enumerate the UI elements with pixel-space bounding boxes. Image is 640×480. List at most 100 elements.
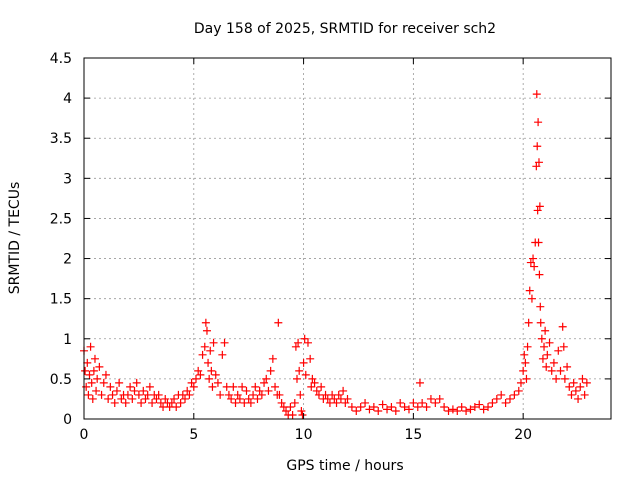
data-point bbox=[543, 350, 552, 359]
data-point bbox=[334, 390, 343, 399]
data-point bbox=[525, 286, 534, 295]
data-point bbox=[291, 342, 300, 351]
data-point bbox=[505, 394, 514, 403]
data-point bbox=[95, 362, 104, 371]
data-point bbox=[198, 350, 207, 359]
x-axis: 0 5 10 15 20 bbox=[80, 58, 532, 443]
data-point bbox=[253, 394, 262, 403]
data-point bbox=[181, 394, 190, 403]
data-point bbox=[235, 394, 244, 403]
data-point bbox=[145, 382, 154, 391]
data-point bbox=[298, 410, 307, 419]
data-point bbox=[271, 382, 280, 391]
data-point bbox=[549, 358, 558, 367]
data-point bbox=[176, 398, 185, 407]
data-point bbox=[497, 390, 506, 399]
data-point bbox=[231, 398, 240, 407]
data-point bbox=[341, 398, 350, 407]
data-point bbox=[426, 394, 435, 403]
y-tick-label: 1.5 bbox=[50, 292, 72, 308]
y-tick-label: 3.5 bbox=[50, 131, 72, 147]
data-point bbox=[244, 394, 253, 403]
data-point bbox=[578, 374, 587, 383]
x-tick-label: 20 bbox=[514, 427, 532, 443]
data-point bbox=[536, 302, 545, 311]
x-tick-label: 10 bbox=[295, 427, 313, 443]
data-point bbox=[534, 158, 543, 167]
data-point bbox=[130, 386, 139, 395]
data-point bbox=[559, 342, 568, 351]
data-point bbox=[361, 398, 370, 407]
data-point bbox=[196, 370, 205, 379]
data-point bbox=[569, 378, 578, 387]
data-point bbox=[205, 374, 214, 383]
y-tick-label: 2 bbox=[63, 252, 72, 268]
data-point bbox=[492, 394, 501, 403]
data-point bbox=[81, 366, 90, 375]
data-point bbox=[139, 386, 148, 395]
data-point bbox=[82, 382, 91, 391]
data-point bbox=[211, 370, 220, 379]
data-point bbox=[457, 402, 466, 411]
data-point bbox=[303, 338, 312, 347]
data-point bbox=[571, 386, 580, 395]
data-point bbox=[227, 394, 236, 403]
data-point bbox=[576, 382, 585, 391]
data-point bbox=[339, 386, 348, 395]
data-point bbox=[431, 398, 440, 407]
data-point bbox=[396, 398, 405, 407]
data-point bbox=[537, 334, 546, 343]
data-point bbox=[121, 398, 130, 407]
data-point bbox=[216, 390, 225, 399]
data-point bbox=[83, 358, 92, 367]
data-point bbox=[479, 405, 488, 414]
data-point bbox=[148, 398, 157, 407]
data-point bbox=[152, 394, 161, 403]
data-point bbox=[246, 398, 255, 407]
data-point bbox=[343, 394, 352, 403]
data-point bbox=[422, 402, 431, 411]
data-point bbox=[580, 390, 589, 399]
data-point bbox=[297, 406, 306, 415]
y-tick-label: 0.5 bbox=[50, 372, 72, 388]
data-point bbox=[128, 394, 137, 403]
data-point bbox=[545, 338, 554, 347]
data-point bbox=[260, 378, 269, 387]
data-point bbox=[310, 378, 319, 387]
data-point bbox=[400, 402, 409, 411]
data-point bbox=[534, 238, 543, 247]
data-point bbox=[201, 318, 210, 327]
y-tick-label: 1 bbox=[63, 332, 72, 348]
data-point bbox=[488, 398, 497, 407]
data-point bbox=[527, 294, 536, 303]
data-point bbox=[470, 402, 479, 411]
data-point bbox=[404, 405, 413, 414]
data-point bbox=[556, 366, 565, 375]
data-point bbox=[126, 382, 135, 391]
data-points bbox=[80, 90, 591, 419]
data-point bbox=[294, 338, 303, 347]
data-point bbox=[161, 394, 170, 403]
data-point bbox=[352, 406, 361, 415]
data-point bbox=[262, 374, 271, 383]
data-point bbox=[529, 254, 538, 263]
data-point bbox=[541, 326, 550, 335]
data-point bbox=[295, 366, 304, 375]
data-point bbox=[220, 338, 229, 347]
data-point bbox=[132, 378, 141, 387]
data-point bbox=[187, 378, 196, 387]
data-point bbox=[306, 354, 315, 363]
data-point bbox=[347, 402, 356, 411]
data-point bbox=[288, 410, 297, 419]
data-point bbox=[268, 354, 277, 363]
data-point bbox=[387, 402, 396, 411]
data-point bbox=[533, 142, 542, 151]
plot-border bbox=[83, 57, 612, 420]
x-tick-label: 5 bbox=[189, 427, 198, 443]
data-point bbox=[134, 390, 143, 399]
data-point bbox=[444, 406, 453, 415]
data-point bbox=[514, 386, 523, 395]
data-point bbox=[369, 402, 378, 411]
data-point bbox=[290, 398, 299, 407]
